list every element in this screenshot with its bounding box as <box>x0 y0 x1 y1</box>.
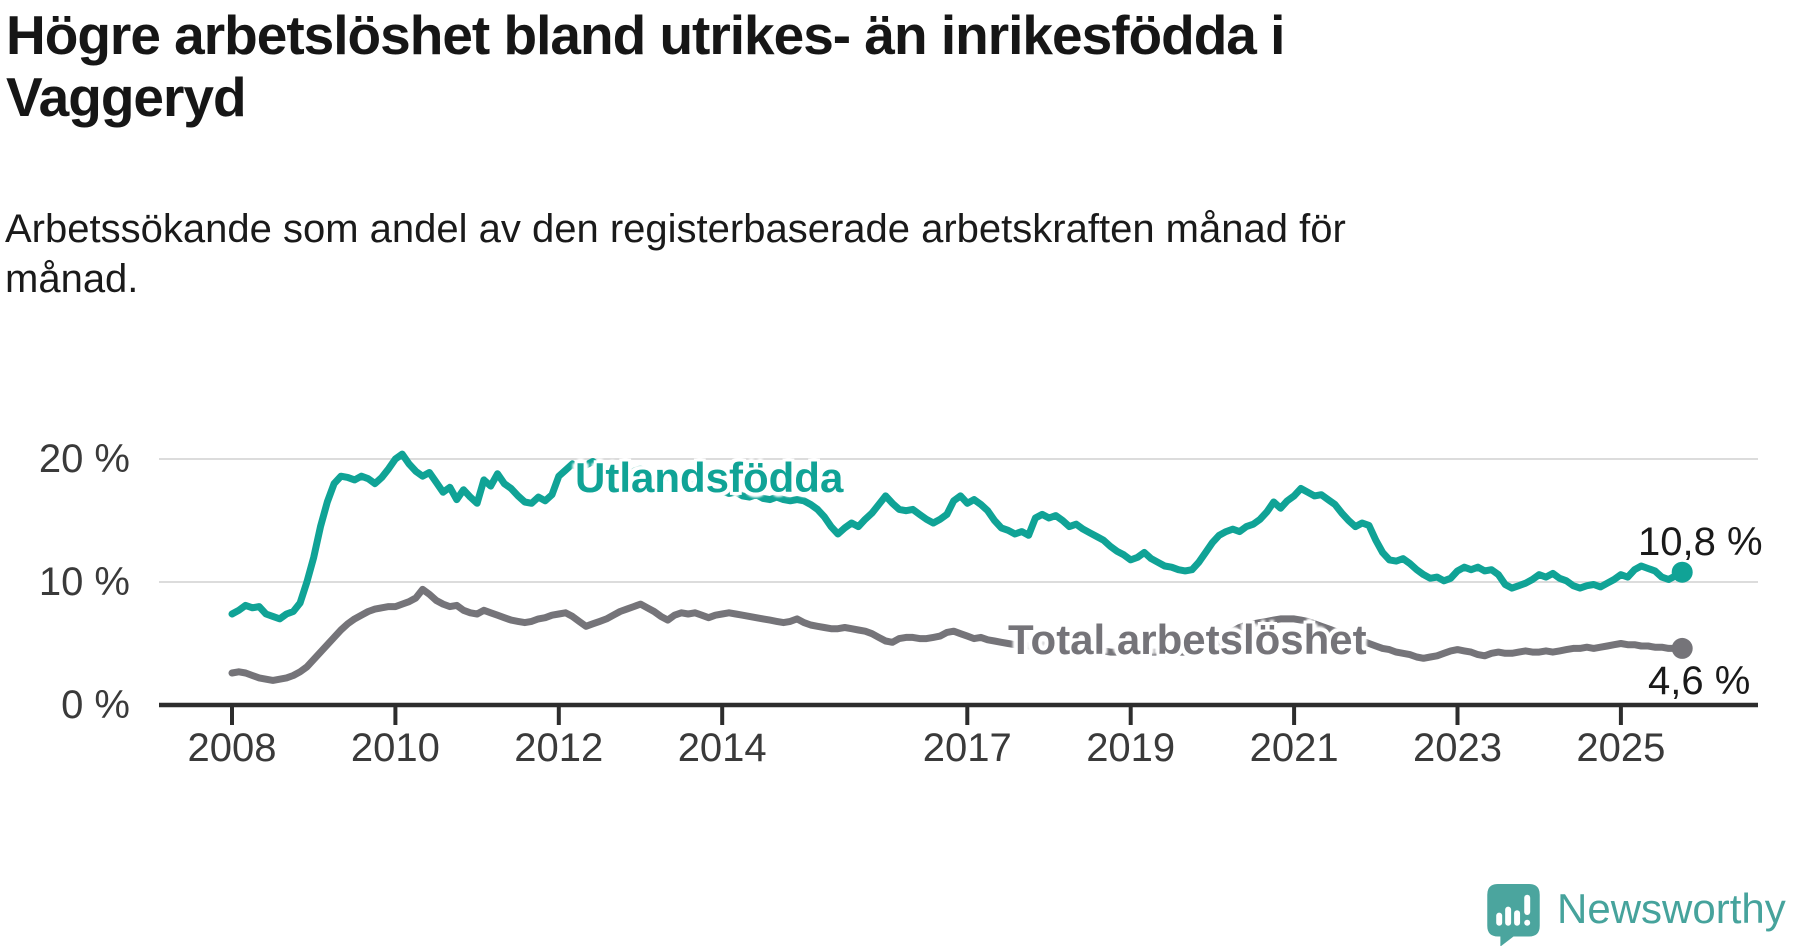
series-line-0 <box>228 450 1686 623</box>
y-tick-label-20: 20 % <box>38 437 130 481</box>
x-tick-label-2008: 2008 <box>187 726 277 770</box>
newsworthy-logo-icon <box>1487 884 1540 946</box>
series-end-dot-1 <box>1671 637 1693 659</box>
x-tick-label-2017: 2017 <box>922 726 1012 770</box>
page-title: Högre arbetslöshet bland utrikes- än inr… <box>6 4 1285 128</box>
x-tick-label-2023: 2023 <box>1413 726 1502 770</box>
subtitle-line-1: Arbetssökande som andel av den registerb… <box>5 207 1346 251</box>
end-value-label-utlandsfodda: 10,8 % <box>1638 520 1763 564</box>
x-tick-label-2010: 2010 <box>350 726 440 770</box>
title-line-1: Högre arbetslöshet bland utrikes- än inr… <box>6 4 1285 66</box>
chart-subtitle: Arbetssökande som andel av den registerb… <box>5 204 1346 304</box>
x-tick-label-2014: 2014 <box>677 726 767 770</box>
x-tick-label-2012: 2012 <box>514 726 604 770</box>
series-end-dot-0 <box>1671 561 1693 583</box>
series-line-1 <box>228 585 1686 684</box>
title-line-2: Vaggeryd <box>6 66 247 128</box>
series-label-total-arbetsloshet: Total arbetslöshet <box>1008 616 1367 663</box>
end-value-label-total: 4,6 % <box>1648 659 1751 703</box>
subtitle-line-2: månad. <box>5 257 139 301</box>
x-tick-label-2019: 2019 <box>1086 726 1176 770</box>
series-label-utlandsfodda: Utlandsfödda <box>575 454 844 501</box>
newsworthy-logo: Newsworthy <box>1487 884 1786 946</box>
y-tick-label-10: 10 % <box>38 560 130 604</box>
newsworthy-logo-text: Newsworthy <box>1557 885 1786 932</box>
x-tick-label-2025: 2025 <box>1576 726 1666 770</box>
x-tick-label-2021: 2021 <box>1249 726 1339 770</box>
y-tick-label-0: 0 % <box>61 683 130 727</box>
